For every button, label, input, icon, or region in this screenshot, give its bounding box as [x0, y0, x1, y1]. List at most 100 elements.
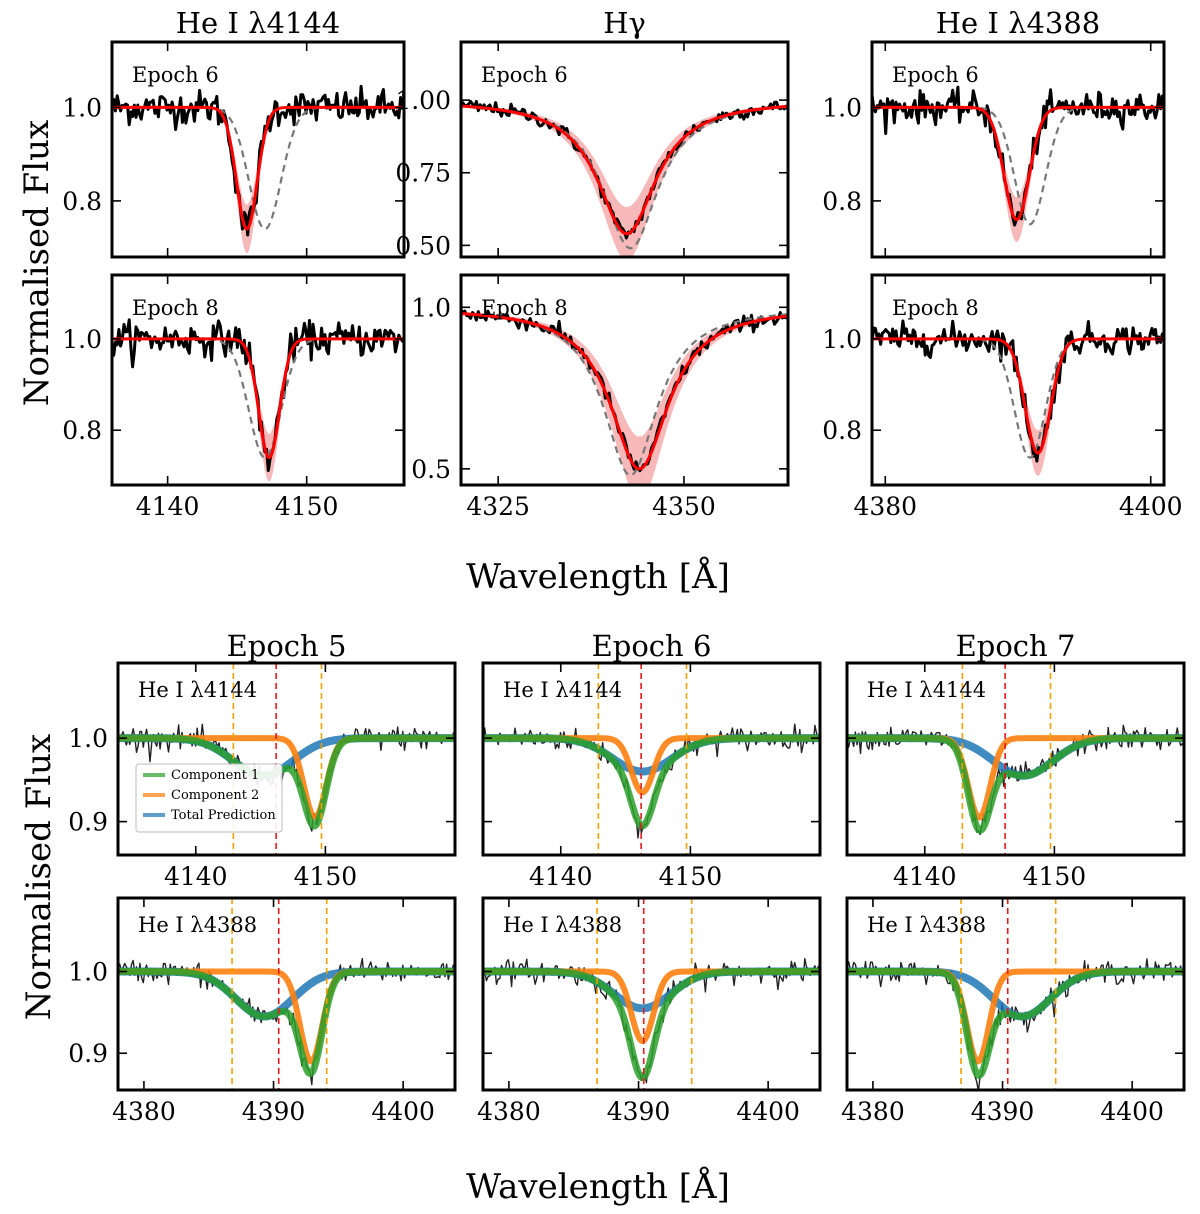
fit-uncertainty-band	[872, 107, 1164, 243]
component-1-line	[118, 734, 455, 830]
column-title: He I λ4144	[176, 6, 341, 40]
observed-spectrum-line	[847, 724, 1184, 836]
panel-label: Epoch 8	[481, 296, 568, 320]
axes-frame	[870, 40, 1166, 259]
x-tick-label: 4390	[607, 1097, 671, 1126]
legend-entry: Component 1	[171, 768, 259, 783]
plot-area	[118, 663, 455, 855]
observed-spectrum-line	[847, 958, 1184, 1090]
plot-area	[112, 318, 404, 482]
plot-area	[483, 898, 820, 1090]
plot-area	[872, 85, 1164, 243]
y-tick-label: 1.0	[62, 325, 102, 354]
x-tick-label: 4400	[1100, 1097, 1164, 1126]
y-tick-label: 0.9	[68, 1039, 108, 1068]
template-dashed-line	[461, 312, 788, 477]
x-tick-label: 4140	[529, 862, 593, 891]
panel-label: Epoch 6	[132, 63, 219, 87]
observed-spectrum-line	[872, 319, 1164, 463]
axes-frame	[459, 273, 790, 487]
panel-label: He I λ4144	[138, 678, 257, 702]
model-fit-line	[112, 337, 404, 460]
axes-frame	[481, 896, 822, 1092]
plot-area	[483, 663, 820, 855]
x-tick-label: 4380	[112, 1097, 176, 1126]
plot-area	[847, 898, 1184, 1090]
y-tick-label: 1.0	[822, 93, 862, 122]
y-tick-label: 0.5	[411, 455, 451, 484]
panel-label: He I λ4144	[503, 678, 622, 702]
axes-frame	[459, 40, 790, 259]
y-axis-label: Normalised Flux	[17, 120, 57, 406]
template-dashed-line	[872, 337, 1164, 459]
panel-label: He I λ4388	[503, 913, 622, 937]
x-tick-label: 4350	[652, 492, 716, 521]
y-axis-label: Normalised Flux	[19, 734, 59, 1020]
plot-area	[847, 663, 1184, 855]
axes-frame	[116, 661, 457, 857]
axes-frame	[110, 273, 406, 487]
panel-label: Epoch 6	[892, 63, 979, 87]
x-tick-label: 4140	[164, 862, 228, 891]
y-tick-label: 0.8	[62, 187, 102, 216]
x-tick-label: 4150	[275, 492, 339, 521]
fit-uncertainty-band	[461, 312, 788, 485]
x-tick-label: 4150	[659, 862, 723, 891]
x-tick-label: 4140	[893, 862, 957, 891]
y-tick-label: 0.75	[395, 159, 451, 188]
plot-area	[872, 319, 1164, 476]
observed-spectrum-line	[461, 308, 788, 473]
legend-entry: Component 2	[171, 788, 259, 803]
x-tick-label: 4380	[841, 1097, 905, 1126]
column-title: He I λ4388	[936, 6, 1101, 40]
x-axis-label: Wavelength [Å]	[466, 1166, 730, 1207]
x-tick-label: 4150	[294, 862, 358, 891]
x-tick-label: 4140	[136, 492, 200, 521]
model-fit-line	[461, 312, 788, 471]
x-tick-label: 4400	[736, 1097, 800, 1126]
component-1-line	[847, 734, 1184, 834]
plot-area	[461, 308, 788, 485]
y-tick-label: 1.0	[68, 958, 108, 987]
legend-box	[135, 763, 283, 833]
axes-frame	[481, 661, 822, 857]
model-fit-line	[112, 105, 404, 231]
fit-uncertainty-band	[461, 104, 788, 257]
x-tick-label: 4390	[971, 1097, 1035, 1126]
axes-frame	[116, 896, 457, 1092]
x-tick-label: 4150	[1023, 862, 1087, 891]
plot-area	[118, 898, 455, 1090]
component-1-line	[118, 968, 455, 1077]
y-tick-label: 0.50	[395, 231, 451, 260]
y-tick-label: 1.0	[411, 293, 451, 322]
component-1-line	[847, 968, 1184, 1080]
component-2-line	[483, 735, 820, 796]
plot-area	[461, 99, 788, 257]
y-tick-label: 0.9	[68, 808, 108, 837]
axes-frame	[110, 40, 406, 259]
model-fit-line	[461, 104, 788, 236]
panel-label: Epoch 8	[132, 296, 219, 320]
y-tick-label: 1.0	[68, 724, 108, 753]
x-tick-label: 4400	[371, 1097, 435, 1126]
x-tick-label: 4380	[477, 1097, 541, 1126]
axes-frame	[845, 896, 1186, 1092]
axes-frame	[870, 273, 1166, 487]
component-1-line	[483, 968, 820, 1082]
panel-label: He I λ4388	[867, 913, 986, 937]
y-tick-label: 1.0	[822, 325, 862, 354]
y-tick-label: 1.00	[395, 86, 451, 115]
observed-spectrum-line	[112, 318, 404, 472]
x-tick-label: 4390	[242, 1097, 306, 1126]
model-fit-line	[872, 105, 1164, 221]
y-tick-label: 1.0	[62, 93, 102, 122]
x-tick-label: 4325	[466, 492, 530, 521]
y-tick-label: 0.8	[822, 187, 862, 216]
column-title: Epoch 5	[227, 629, 347, 663]
panel-label: He I λ4388	[138, 913, 257, 937]
axes-frame	[845, 661, 1186, 857]
panel-label: He I λ4144	[867, 678, 986, 702]
y-tick-label: 0.8	[62, 416, 102, 445]
x-axis-label: Wavelength [Å]	[466, 556, 730, 597]
